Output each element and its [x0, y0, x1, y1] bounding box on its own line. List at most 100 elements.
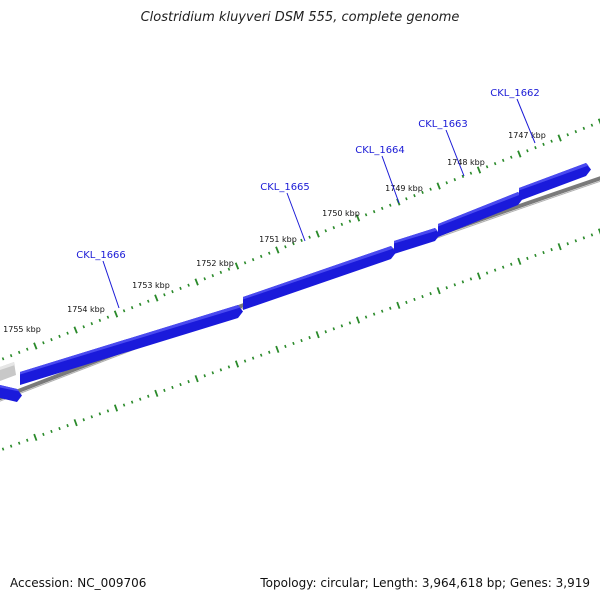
outer-ring-tick — [429, 187, 432, 191]
inner-ring-tick — [73, 419, 78, 427]
outer-ring-tick — [259, 254, 263, 258]
outer-ring-tick — [582, 126, 586, 130]
inner-ring-tick — [308, 336, 311, 340]
inner-ring-tick — [542, 250, 545, 255]
outer-ring-tick — [234, 262, 240, 270]
inner-ring-tick — [9, 444, 13, 448]
outer-ring-tick — [292, 242, 295, 246]
outer-ring-tick — [42, 341, 45, 345]
gene-arrow — [0, 385, 22, 402]
accession-label: Accession: NC_009706 — [10, 576, 147, 590]
inner-ring-tick — [292, 341, 295, 346]
outer-ring-tick — [106, 315, 110, 319]
gene-label[interactable]: CKL_1663 — [418, 119, 468, 130]
outer-ring-tick — [90, 322, 94, 326]
gene-label[interactable]: CKL_1666 — [76, 250, 126, 261]
inner-ring-tick — [179, 382, 182, 387]
inner-ring-tick — [147, 394, 150, 398]
outer-ring-tick — [405, 197, 408, 201]
outer-ring-tick — [171, 290, 174, 294]
inner-ring-tick — [517, 257, 522, 265]
outer-ring-tick — [113, 310, 119, 318]
outer-ring-tick — [251, 258, 255, 262]
outer-ring-tick — [453, 178, 457, 182]
inner-ring-tick — [130, 400, 134, 404]
inner-ring-tick — [26, 438, 29, 442]
kbp-tick-labels: 1747 kbp 1748 kbp 1749 kbp 1750 kbp 1751 kbp… — [3, 131, 546, 334]
inner-ring-tick — [526, 256, 529, 260]
outer-ring-tick — [26, 347, 29, 351]
outer-ring-tick — [372, 210, 376, 214]
inner-ring-tick — [66, 424, 69, 428]
outer-ring-tick — [380, 206, 384, 210]
outer-ring-tick — [340, 222, 344, 226]
inner-ring-tick — [501, 265, 505, 269]
backbone-shadow — [0, 180, 600, 402]
gene-label[interactable]: CKL_1664 — [355, 145, 405, 156]
outer-ring-tick — [517, 150, 522, 158]
outer-ring-tick — [1, 357, 5, 361]
outer-ring-tick — [300, 238, 303, 242]
inner-ring-tick — [534, 253, 537, 258]
genome-summary: Topology: circular; Length: 3,964,618 bp… — [260, 576, 590, 590]
outer-ring-tick — [66, 331, 69, 335]
gene-leader-line — [102, 260, 120, 309]
outer-ring-tick — [243, 261, 247, 265]
gene-arrow — [394, 228, 440, 254]
outer-ring-tick — [275, 246, 280, 254]
outer-ring-tick — [268, 251, 271, 255]
inner-ring-tick — [429, 292, 432, 296]
inner-ring-tick — [590, 233, 594, 237]
inner-ring-tick — [340, 324, 344, 328]
outer-ring-tick — [324, 229, 327, 233]
outer-ring-tick — [154, 294, 159, 302]
inner-ring-tick — [113, 404, 119, 412]
outer-ring-tick — [9, 354, 13, 358]
outer-ring-tick — [308, 235, 311, 239]
gene-features — [0, 163, 591, 402]
gene-arrow — [519, 163, 591, 201]
kbp-label: 1753 kbp — [132, 281, 170, 290]
outer-ring-tick — [469, 171, 473, 175]
outer-ring-tick — [445, 181, 448, 185]
gene-arrow — [20, 305, 243, 385]
inner-ring-tick — [187, 380, 190, 384]
inner-ring-tick — [275, 345, 280, 353]
inner-ring-tick — [550, 248, 553, 252]
outer-ring-tick — [82, 325, 85, 329]
inner-ring-tick — [324, 330, 327, 334]
inner-ring-tick — [510, 262, 513, 266]
outer-ring-tick — [17, 350, 21, 354]
outer-ring-tick — [550, 139, 553, 143]
inner-ring-tick — [300, 338, 303, 343]
inner-ring-tick — [42, 432, 45, 436]
kbp-label: 1751 kbp — [259, 235, 297, 244]
inner-ring-tick — [1, 447, 5, 451]
inner-ring-tick — [493, 268, 497, 272]
inner-ring-tick — [90, 415, 94, 419]
outer-ring-tick — [542, 142, 545, 146]
inner-tick-ring — [1, 228, 600, 451]
inner-ring-tick — [389, 306, 392, 310]
outer-tick-ring — [1, 118, 600, 361]
outer-ring-tick — [597, 118, 600, 125]
inner-ring-tick — [251, 356, 255, 360]
outer-ring-tick — [510, 155, 513, 159]
gene-labels: CKL_1662 CKL_1663 CKL_1664 CKL_1665 CKL_1666 — [76, 88, 540, 309]
outer-ring-tick — [130, 306, 134, 310]
inner-ring-tick — [50, 429, 53, 434]
kbp-label: 1748 kbp — [447, 158, 485, 167]
gene-label[interactable]: CKL_1665 — [260, 182, 310, 193]
gene-leader-line — [381, 155, 400, 204]
inner-ring-tick — [413, 297, 416, 302]
outer-ring-tick — [138, 302, 142, 306]
outer-ring-tick — [211, 274, 215, 278]
gene-label[interactable]: CKL_1662 — [490, 88, 540, 99]
inner-ring-tick — [469, 277, 473, 281]
outer-ring-tick — [590, 123, 594, 127]
inner-ring-tick — [476, 272, 482, 280]
inner-ring-tick — [461, 280, 465, 284]
outer-ring-tick — [98, 318, 102, 322]
outer-ring-tick — [389, 203, 392, 207]
